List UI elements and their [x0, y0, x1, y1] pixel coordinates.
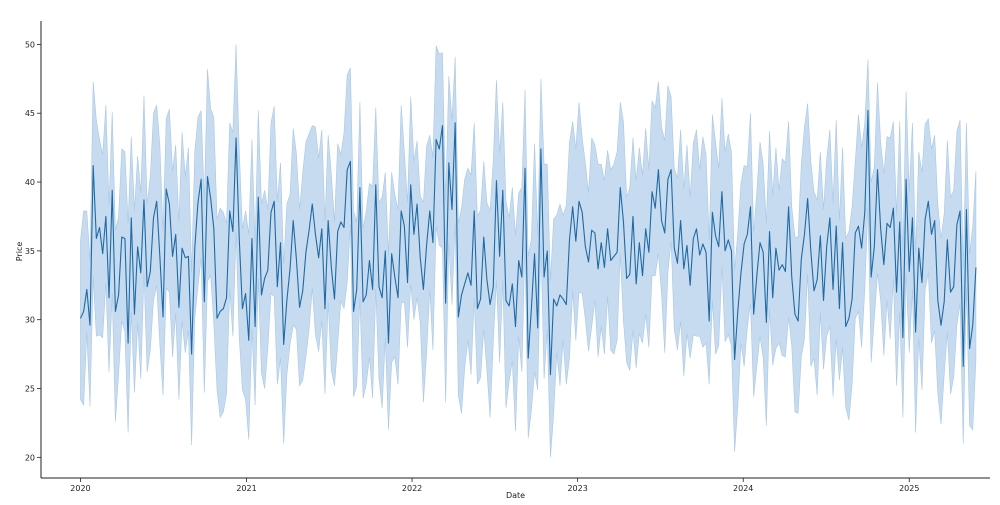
axes: [40, 21, 990, 479]
y-tick-label: 30: [25, 316, 35, 325]
x-tick-label: 2020: [70, 484, 90, 493]
x-tick-label: 2021: [236, 484, 256, 493]
y-tick-label: 20: [25, 453, 35, 462]
y-axis-ticks: 20 25 30 35 40 45 50: [25, 40, 41, 462]
y-tick-label: 40: [25, 178, 35, 187]
y-axis-label: Price: [15, 242, 24, 262]
x-tick-label: 2022: [402, 484, 422, 493]
y-tick-label: 50: [25, 40, 35, 49]
series-line: [79, 109, 977, 376]
x-tick-label: 2025: [899, 484, 919, 493]
y-tick-label: 45: [25, 109, 35, 118]
confidence-band: [80, 44, 977, 458]
x-axis-ticks: 2020 2021 2022 2023 2024 2025: [70, 478, 919, 493]
x-tick-label: 2024: [733, 484, 753, 493]
y-tick-label: 25: [25, 385, 35, 394]
x-tick-label: 2023: [567, 484, 587, 493]
x-axis-label: Date: [506, 491, 525, 500]
y-tick-label: 35: [25, 247, 35, 256]
